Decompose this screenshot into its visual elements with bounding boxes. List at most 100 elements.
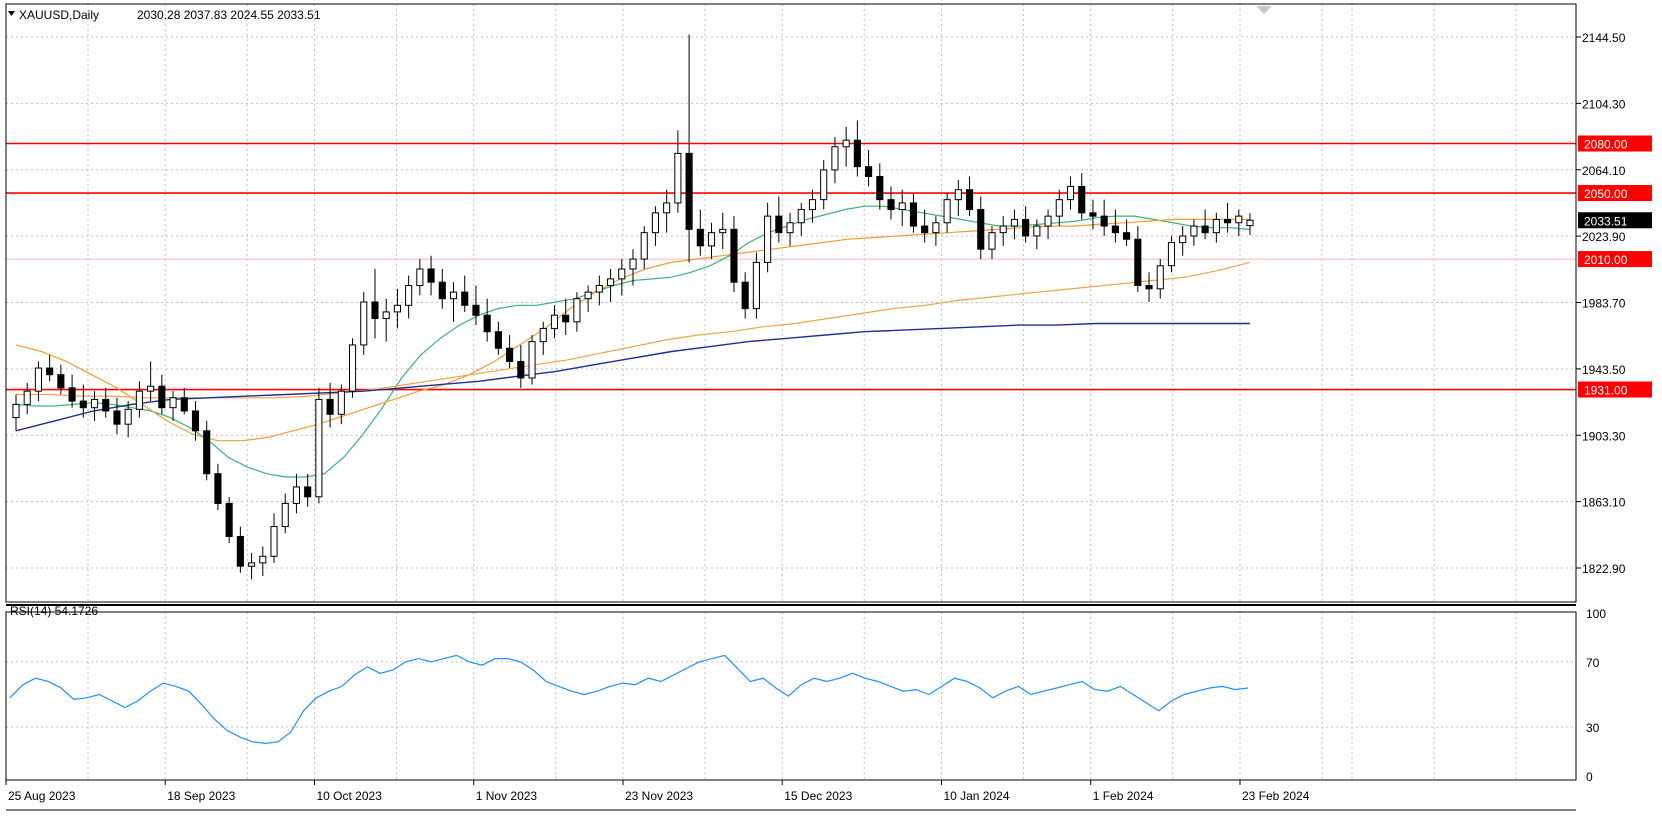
candle[interactable] [1224,202,1232,233]
candle[interactable] [135,381,143,418]
candle[interactable] [472,285,480,326]
candle[interactable] [730,216,738,293]
candle[interactable] [337,384,345,425]
candle[interactable] [797,202,805,236]
candle[interactable] [259,546,267,577]
candle[interactable] [393,288,401,329]
candle[interactable] [292,473,301,514]
candle[interactable] [102,387,110,418]
candle[interactable] [764,202,772,273]
candle[interactable] [315,387,323,504]
candle[interactable] [1123,219,1131,246]
candle[interactable] [618,259,626,296]
candle[interactable] [988,226,996,260]
candle[interactable] [348,338,357,398]
candle[interactable] [90,391,99,421]
candle[interactable] [225,496,233,544]
candle[interactable] [663,189,671,233]
candle[interactable] [528,335,536,385]
candle[interactable] [853,120,861,177]
candle[interactable] [842,126,850,167]
candle[interactable] [741,272,749,319]
candle[interactable] [68,374,76,408]
candle[interactable] [1201,209,1209,240]
candle[interactable] [573,292,581,332]
candle[interactable] [1179,226,1187,256]
candle[interactable] [12,394,20,431]
candle[interactable] [214,463,222,511]
candle[interactable] [1235,209,1243,236]
candle[interactable] [820,160,828,210]
candle[interactable] [483,298,491,342]
candle[interactable] [270,513,278,563]
candles[interactable] [12,34,1254,580]
candle[interactable] [752,252,760,319]
candle[interactable] [427,255,435,296]
candle[interactable] [1010,209,1018,240]
candle[interactable] [79,384,87,418]
candle[interactable] [1033,219,1041,250]
candle[interactable] [562,298,570,336]
candle[interactable] [921,209,929,243]
candle[interactable] [46,354,54,382]
candle[interactable] [909,193,918,233]
candle[interactable] [775,196,783,243]
candle[interactable] [438,268,446,309]
candle[interactable] [651,206,659,246]
candle[interactable] [977,196,985,260]
candle[interactable] [1055,189,1063,227]
candle[interactable] [113,397,121,435]
candle[interactable] [595,275,603,306]
candle[interactable] [1111,209,1119,243]
symbol-legend[interactable]: XAUUSD,Daily 2030.28 2037.83 2024.55 203… [8,8,321,22]
candle[interactable] [584,285,592,312]
candle[interactable] [539,321,547,355]
candle[interactable] [1145,272,1153,303]
candle[interactable] [1167,235,1176,273]
candle[interactable] [876,163,884,210]
chart-shift-icon[interactable] [1256,6,1272,14]
candle[interactable] [203,420,211,481]
candle[interactable] [248,552,256,580]
candle[interactable] [685,34,693,263]
candle[interactable] [808,189,817,223]
candle[interactable] [932,216,940,246]
candle[interactable] [23,382,31,415]
candle[interactable] [629,249,637,286]
candle[interactable] [898,189,906,227]
candle[interactable] [674,130,682,213]
candle[interactable] [607,268,615,303]
candle[interactable] [1134,226,1142,293]
candle[interactable] [1246,213,1254,236]
candle[interactable] [943,193,951,233]
candle[interactable] [707,222,716,260]
candle[interactable] [640,226,648,269]
candle[interactable] [147,361,155,402]
candle[interactable] [506,335,514,369]
candle[interactable] [382,298,390,342]
candle[interactable] [517,344,525,388]
candle[interactable] [371,268,379,339]
candle[interactable] [191,401,200,441]
candle[interactable] [180,387,188,415]
candle[interactable] [954,179,962,217]
candle[interactable] [865,150,873,187]
candle[interactable] [494,321,502,355]
candle[interactable] [1022,206,1030,243]
candle[interactable] [999,216,1007,246]
candle[interactable] [1066,176,1075,210]
candle[interactable] [449,282,458,322]
candle[interactable] [461,275,469,312]
candle[interactable] [236,526,244,573]
candle[interactable] [965,176,974,217]
candle[interactable] [1100,199,1108,236]
candle[interactable] [158,374,166,415]
candle[interactable] [405,275,413,319]
candle[interactable] [34,361,42,402]
candle[interactable] [719,212,727,250]
candle[interactable] [887,186,895,220]
candle[interactable] [304,473,312,507]
candle[interactable] [831,136,839,184]
